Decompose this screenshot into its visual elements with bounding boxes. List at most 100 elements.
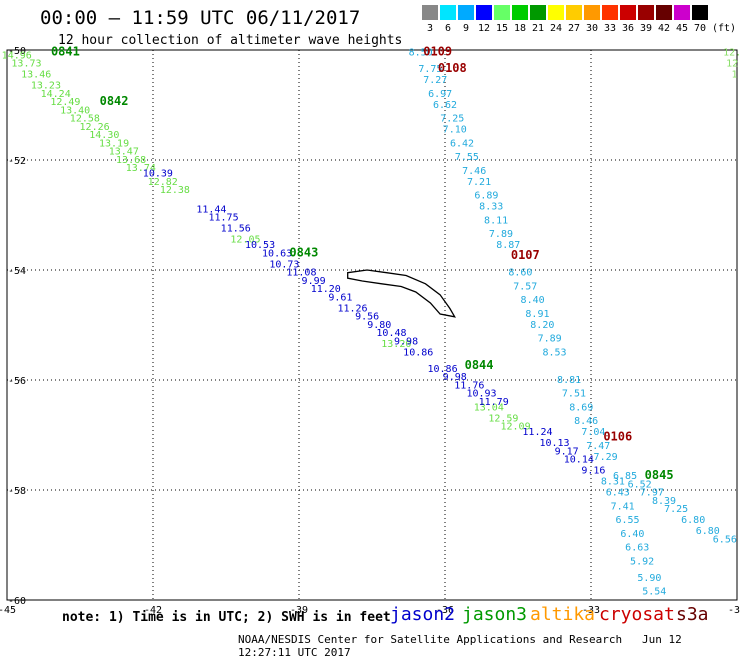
wave-height-value: 11.24 (522, 427, 552, 438)
legend-label: 24 (549, 23, 563, 34)
wave-height-value: 7.41 (611, 501, 635, 512)
wave-height-value: 12.59 (488, 413, 518, 424)
legend-swatch (602, 5, 618, 20)
wave-height-value: 10.39 (143, 169, 173, 180)
satellite-label-altika: altika (530, 604, 596, 625)
wave-height-value: 5.54 (642, 587, 666, 598)
wave-height-value: 7.57 (513, 281, 537, 292)
pass-label: 0108 (438, 61, 467, 75)
wave-height-value: 12.49 (50, 97, 80, 108)
wave-height-value: 13.23 (31, 81, 61, 92)
legend-swatch (512, 5, 528, 20)
wave-height-value: 10.13 (539, 438, 569, 449)
wave-height-value: 11.08 (286, 268, 316, 279)
wave-height-value: 10.14 (564, 455, 594, 466)
wave-height-value: 10.93 (466, 389, 496, 400)
legend-label: 30 (585, 23, 599, 34)
wave-height-value: 9.98 (443, 372, 467, 383)
legend-label: 27 (567, 23, 581, 34)
wave-height-value: 9.98 (394, 336, 418, 347)
wave-height-value: 10.86 (403, 347, 433, 358)
wave-height-value: 11.56 (221, 224, 251, 235)
wave-height-value: 7.04 (581, 427, 605, 438)
satellite-label-cryosat: cryosat (599, 604, 675, 625)
lon-tick-label: -30 (728, 605, 740, 616)
wave-height-value: 8.11 (484, 215, 508, 226)
wave-height-value: 6.62 (433, 100, 457, 111)
legend-swatch (548, 5, 564, 20)
wave-height-value: 9.56 (355, 312, 379, 323)
wave-height-value: 13.40 (60, 105, 90, 116)
wave-height-value: 7.89 (489, 229, 513, 240)
wave-height-value: 7.29 (594, 452, 618, 463)
wave-height-value: 8.87 (496, 240, 520, 251)
wave-height-value: 12. (723, 48, 740, 59)
wave-height-value: 13.47 (109, 147, 139, 158)
legend-swatch (440, 5, 456, 20)
pass-label: 0106 (603, 430, 632, 444)
lat-tick-label: -52 (8, 156, 26, 167)
lat-tick-label: -56 (8, 376, 26, 387)
wave-height-value: 11.20 (311, 284, 341, 295)
lon-tick-label: -33 (582, 605, 600, 616)
wave-height-value: 7.75 (418, 64, 442, 75)
wave-height-value: 9.80 (367, 320, 391, 331)
legend-swatch (494, 5, 510, 20)
wave-height-value: 6.80 (681, 515, 705, 526)
pass-label: 0843 (289, 245, 318, 259)
wave-height-value: 6.97 (428, 89, 452, 100)
wave-height-value: 9.61 (328, 292, 352, 303)
pass-label: 0842 (100, 94, 129, 108)
wave-height-value: 13.68 (116, 155, 146, 166)
wave-height-value: 13.73 (11, 59, 41, 70)
legend-label: 6 (444, 23, 452, 34)
lon-tick-label: -45 (0, 605, 16, 616)
legend-swatch (422, 5, 438, 20)
pass-label: 0109 (423, 45, 452, 59)
wave-height-value: 13.20 (381, 339, 411, 350)
wave-height-value: 7.47 (586, 441, 610, 452)
wave-height-value: 8.53 (542, 347, 566, 358)
pass-label: 0841 (51, 45, 80, 59)
legend-swatch (692, 5, 708, 20)
satellite-label-jason3: jason3 (462, 604, 528, 625)
credit-text: NOAA/NESDIS Center for Satellite Applica… (238, 633, 623, 646)
wave-height-value: 8.46 (574, 416, 598, 427)
wave-height-value: 10.86 (428, 364, 458, 375)
wave-height-value: 8.91 (525, 309, 549, 320)
wave-height-value: 6.42 (450, 138, 474, 149)
wave-height-value: 8.39 (652, 496, 676, 507)
satellite-label-jason2: jason2 (390, 604, 456, 625)
legend-label: 12 (477, 23, 491, 34)
wave-height-value: 9.99 (302, 276, 326, 287)
legend-label: 18 (513, 23, 527, 34)
wave-height-value: 7.46 (462, 166, 486, 177)
wave-height-value: 6.89 (474, 191, 498, 202)
legend-label: 3 (426, 23, 434, 34)
wave-height-value: 8.33 (479, 202, 503, 213)
wave-height-value: 6.40 (620, 529, 644, 540)
pass-label: 0844 (465, 358, 494, 372)
legend-swatch (620, 5, 636, 20)
wave-height-value: 10.48 (376, 328, 406, 339)
wave-height-value: 6.80 (696, 526, 720, 537)
wave-height-value: 5.92 (630, 556, 654, 567)
wave-height-value: 8.50 (409, 48, 433, 59)
wave-height-value: 12.26 (80, 122, 110, 133)
wave-height-value: 8.40 (521, 295, 545, 306)
legend-swatch (530, 5, 546, 20)
wave-height-value: 14.30 (89, 130, 119, 141)
island-outline (347, 269, 456, 318)
wave-height-value: 7.27 (423, 75, 447, 86)
wave-height-value: 10.53 (245, 240, 275, 251)
legend-label: 42 (657, 23, 671, 34)
legend-label: 70 (693, 23, 707, 34)
lon-tick-label: -36 (436, 605, 454, 616)
lon-tick-label: -39 (290, 605, 308, 616)
footer-credit: NOAA/NESDIS Center for Satellite Applica… (238, 633, 740, 659)
lat-tick-label: -60 (8, 596, 26, 607)
wave-height-value: 13.19 (99, 138, 129, 149)
legend-label: 21 (531, 23, 545, 34)
legend-unit: (ft) (712, 23, 737, 34)
lat-tick-label: -50 (8, 46, 26, 57)
